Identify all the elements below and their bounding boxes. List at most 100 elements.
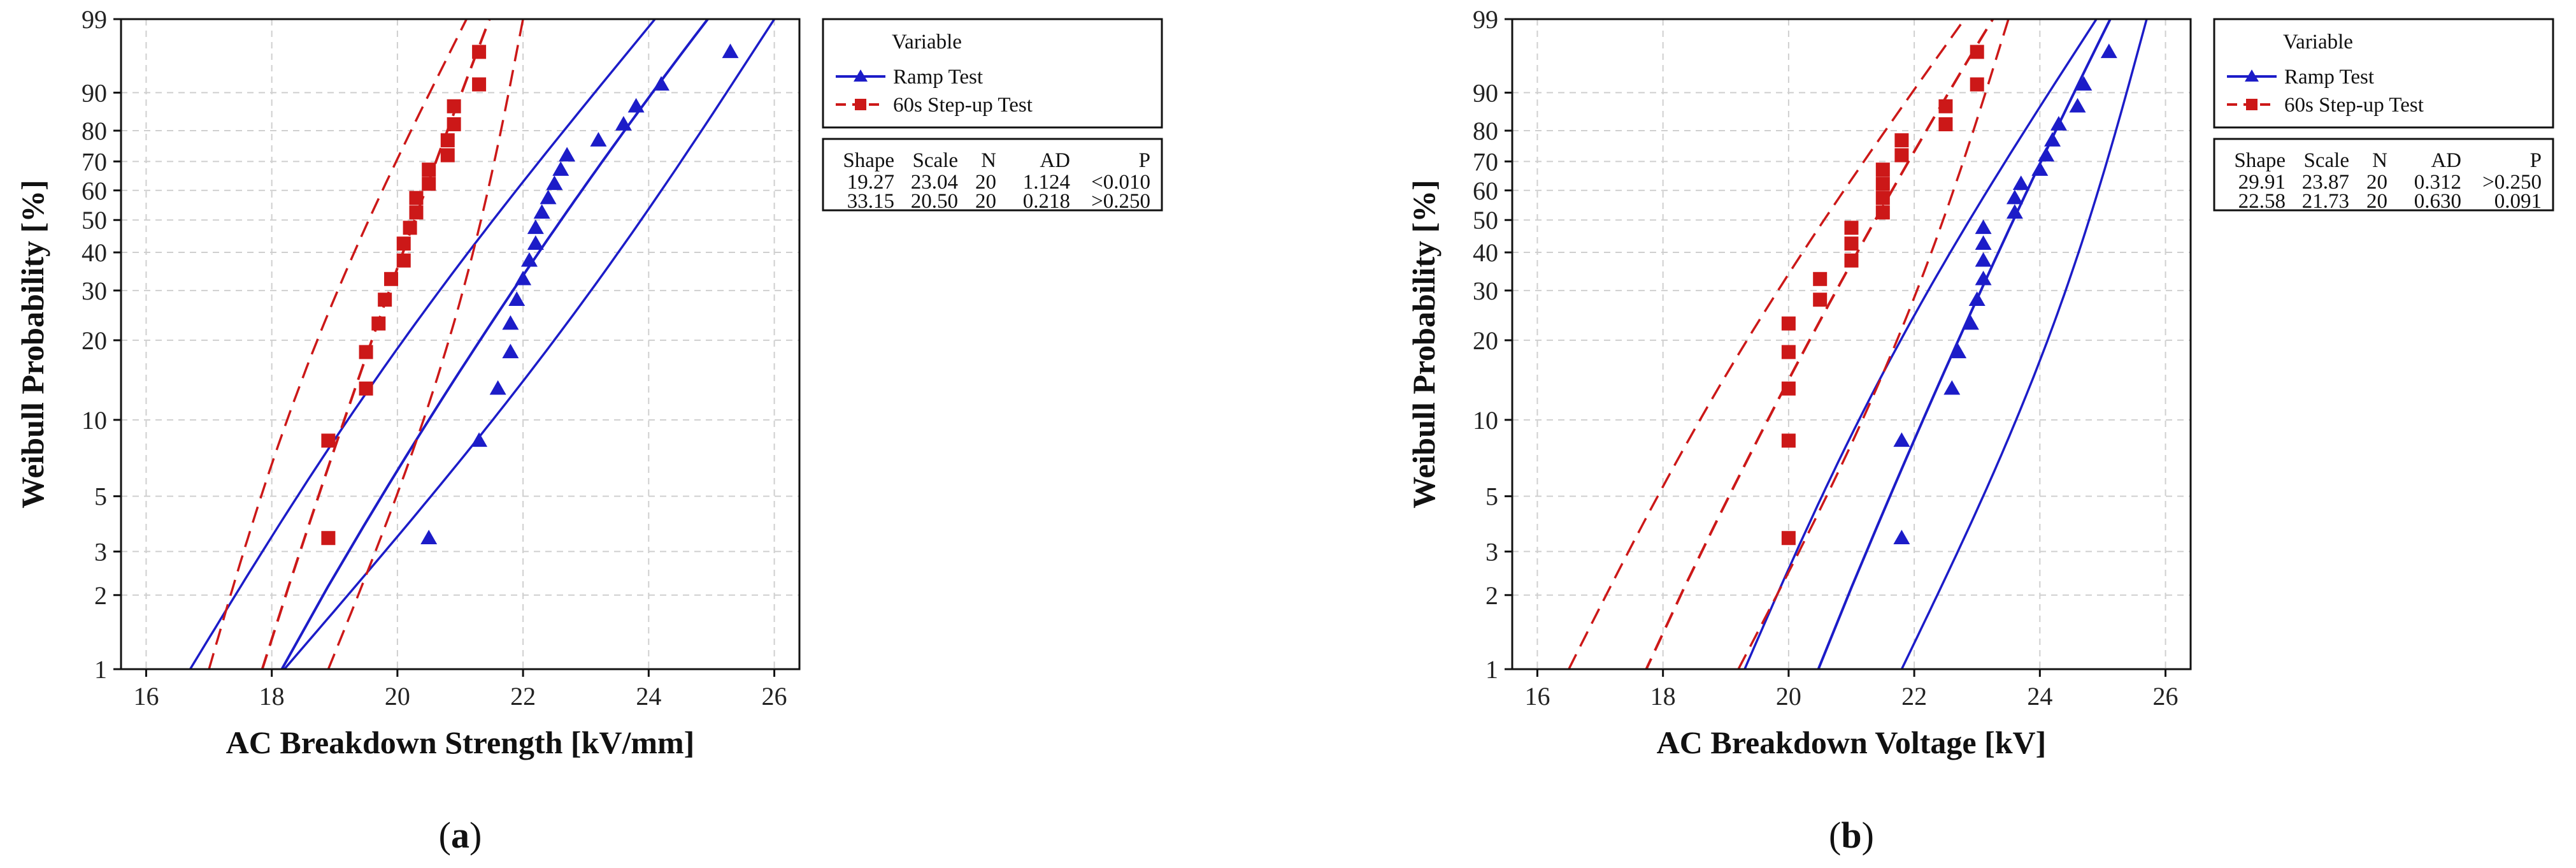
x-tick-label: 16 (1524, 682, 1550, 711)
paren-open: ( (1829, 814, 1841, 856)
table-header-cell: AD (1040, 149, 1070, 172)
ci-upper-ramp (1900, 19, 2148, 669)
step-up-point (321, 433, 336, 448)
paren-close: ) (469, 814, 482, 856)
ci-lower-ramp (189, 19, 656, 669)
legend-marker-square (2246, 99, 2258, 110)
y-tick-label: 60 (1473, 177, 1498, 205)
x-axis-label: AC Breakdown Strength [kV/mm] (226, 725, 695, 760)
ramp-point (1943, 380, 1961, 395)
x-tick-label: 20 (1776, 682, 1801, 711)
subfigure-label: (b) (1829, 814, 1874, 856)
y-tick-label: 99 (1473, 5, 1498, 34)
ci-upper-ramp (283, 19, 776, 669)
y-tick-label: 70 (82, 147, 107, 176)
step-up-point (1875, 191, 1890, 205)
step-up-point (378, 293, 392, 307)
step-up-point (1970, 77, 1984, 92)
y-tick-label: 20 (1473, 326, 1498, 355)
legend: Variable Ramp Test 60s Step-up Test (822, 18, 1163, 129)
step-up-point (359, 345, 373, 359)
ramp-point (2069, 98, 2086, 113)
legend-box (2213, 18, 2554, 129)
ramp-point (1962, 315, 1979, 330)
legend: Variable Ramp Test 60s Step-up Test (2213, 18, 2554, 129)
ramp-point (2050, 115, 2067, 131)
step-up-point (384, 271, 399, 286)
table-cell: 23.87 (2302, 171, 2349, 194)
table-cell: 0.630 (2414, 190, 2461, 213)
y-tick-label: 1 (1485, 655, 1498, 684)
paren-open: ( (439, 814, 451, 856)
legend-marker-triangle (2245, 69, 2259, 82)
step-up-point (396, 236, 411, 251)
paren-close: ) (1862, 814, 1874, 856)
ramp-point (552, 161, 569, 176)
step-up-point (1813, 271, 1828, 286)
y-axis-label: Weibull Probability [%] (1406, 180, 1442, 509)
ci-lower-ramp (1743, 19, 2098, 669)
ci-upper-step-up (1737, 19, 2010, 669)
legend-entry: Ramp Test (2284, 66, 2374, 89)
ramp-point (546, 175, 563, 191)
ramp-point (527, 219, 544, 235)
ramp-point (2044, 132, 2061, 147)
ramp-point (2031, 161, 2049, 176)
ramp-point (1968, 291, 1986, 306)
step-up-point (447, 99, 461, 113)
table-header-cell: Scale (913, 149, 958, 172)
table-header-cell: P (1139, 149, 1150, 172)
legend-marker-square (855, 99, 866, 110)
step-up-point (1781, 316, 1796, 331)
y-tick-label: 3 (1485, 537, 1498, 566)
ramp-point (1975, 235, 1992, 250)
ramp-point (722, 43, 739, 59)
step-up-point (447, 117, 461, 131)
step-up-point (1844, 236, 1859, 251)
step-up-point (1781, 381, 1796, 396)
ramp-point (590, 132, 607, 147)
table-cell: 20.50 (911, 190, 958, 213)
table-cell: 19.27 (847, 171, 894, 194)
x-tick-label: 16 (133, 682, 159, 711)
legend-entry: 60s Step-up Test (893, 94, 1033, 117)
legend-title: Variable (892, 31, 962, 54)
step-up-point (1781, 531, 1796, 546)
x-tick-label: 24 (636, 682, 661, 711)
table-cell: 29.91 (2238, 171, 2286, 194)
table-cell: >0.250 (1091, 190, 1150, 213)
ramp-point (653, 76, 670, 91)
ramp-point (471, 432, 488, 447)
step-up-point (1938, 117, 1953, 131)
legend-marker-triangle (854, 69, 868, 82)
y-tick-label: 70 (1473, 147, 1498, 176)
step-up-point (371, 316, 386, 331)
step-up-point (1844, 253, 1859, 268)
y-axis-label: Weibull Probability [%] (15, 180, 50, 509)
ramp-point (508, 291, 526, 306)
table-cell: 20 (2366, 190, 2387, 213)
ramp-point (527, 235, 544, 250)
step-up-point (396, 253, 411, 268)
ramp-point (1975, 219, 1992, 235)
y-tick-label: 60 (82, 177, 107, 205)
ramp-point (1893, 432, 1910, 447)
step-up-point (1844, 221, 1859, 235)
step-up-point (1875, 205, 1890, 220)
table-cell: 33.15 (847, 190, 894, 213)
step-up-point (409, 191, 424, 205)
ramp-point (2100, 43, 2117, 59)
step-up-point (359, 381, 373, 396)
ramp-point (2012, 175, 2029, 191)
y-tick-label: 10 (1473, 406, 1498, 435)
ramp-point (533, 204, 550, 219)
y-tick-label: 99 (82, 5, 107, 34)
legend-entry: 60s Step-up Test (2284, 94, 2424, 117)
stats-table: Shape Scale N AD P 19.27 23.04 20 1.124 <0.010 33.… (822, 138, 1163, 213)
y-tick-label: 80 (1473, 117, 1498, 145)
plot-frame (1511, 18, 2192, 670)
x-tick-label: 18 (1650, 682, 1676, 711)
x-tick-label: 26 (762, 682, 787, 711)
table-cell: 22.58 (2238, 190, 2286, 213)
